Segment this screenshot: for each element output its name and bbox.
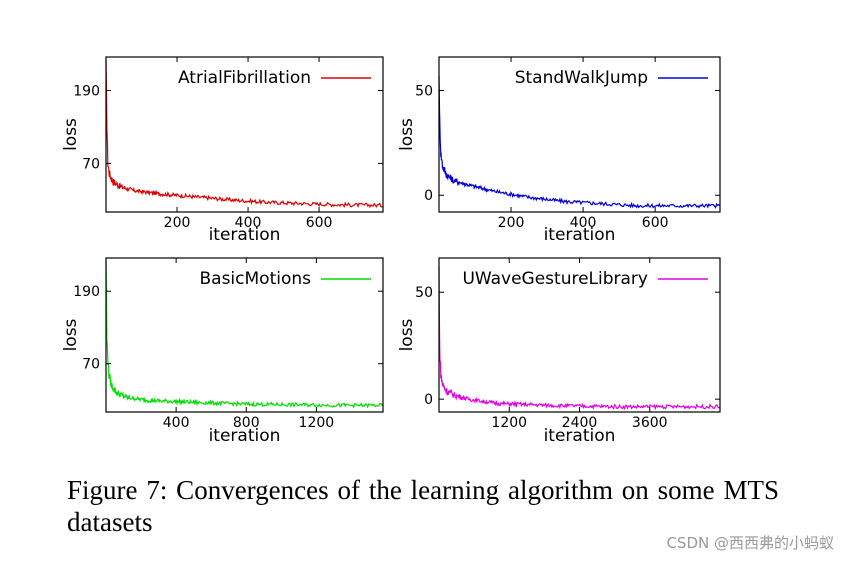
x-tick-label: 400 <box>570 215 597 231</box>
legend-label: StandWalkJump <box>515 68 648 88</box>
legend-label: BasicMotions <box>200 269 312 289</box>
panel-atrial-fibrillation: 200 400 600 70 190 iteration loss AtrialFibrill… <box>61 56 384 245</box>
y-axis-label: loss <box>397 318 417 351</box>
legend-label: UWaveGestureLibrary <box>462 269 648 289</box>
y-axis-label: loss <box>61 318 81 351</box>
legend-label: AtrialFibrillation <box>178 68 311 88</box>
x-tick-label: 800 <box>233 415 260 431</box>
y-tick-label: 0 <box>424 188 433 204</box>
x-tick-label: 1200 <box>299 415 335 431</box>
x-tick-label: 200 <box>498 215 525 231</box>
axes-frame <box>105 56 384 213</box>
y-axis-label: loss <box>397 118 417 151</box>
x-tick-label: 600 <box>306 215 333 231</box>
figure-caption: Figure 7: Convergences of the learning a… <box>67 475 779 537</box>
data-series-line <box>105 260 384 409</box>
panel-basic-motions: 400 800 1200 70 190 iteration loss BasicMotions <box>61 257 384 446</box>
y-tick-label: 70 <box>82 156 100 172</box>
y-tick-label: 190 <box>73 284 100 300</box>
panel-uwave-gesture-library: 1200 2400 3600 0 50 iteration loss UWaveGesture… <box>397 257 721 446</box>
x-tick-label: 1200 <box>491 415 527 431</box>
x-tick-label: 3600 <box>632 415 668 431</box>
watermark: CSDN @西西弗的小蚂蚁 <box>666 534 834 552</box>
y-tick-label: 70 <box>82 357 100 373</box>
x-tick-label: 200 <box>164 215 191 231</box>
x-axis-label: iteration <box>544 225 616 245</box>
x-tick-label: 400 <box>235 215 262 231</box>
x-tick-label: 600 <box>642 215 669 231</box>
x-axis-label: iteration <box>209 225 281 245</box>
data-series-line <box>438 266 721 411</box>
y-axis-label: loss <box>61 118 81 151</box>
data-series-line <box>105 59 384 209</box>
y-tick-label: 0 <box>424 392 433 408</box>
x-tick-label: 400 <box>163 415 190 431</box>
axes-frame <box>438 56 721 213</box>
y-tick-label: 50 <box>415 84 433 100</box>
y-tick-label: 190 <box>73 83 100 99</box>
axes-frame <box>105 257 384 413</box>
data-series-line <box>438 75 721 209</box>
y-tick-label: 50 <box>415 285 433 301</box>
panel-stand-walk-jump: 200 400 600 0 50 iteration loss StandWalkJump <box>397 56 721 245</box>
x-axis-label: iteration <box>209 426 281 446</box>
x-tick-label: 2400 <box>562 415 598 431</box>
x-axis-label: iteration <box>544 426 616 446</box>
